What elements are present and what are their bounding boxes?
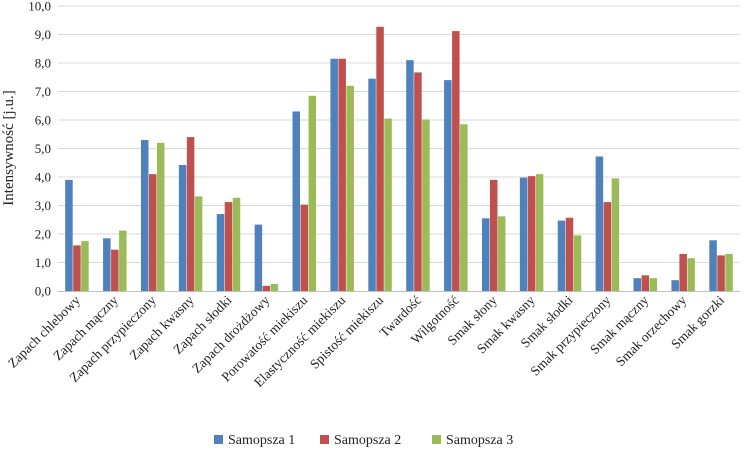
bar (444, 80, 452, 291)
legend-label: Samopsza 2 (334, 433, 401, 448)
bar (497, 216, 506, 291)
bar (406, 60, 414, 292)
legend-label: Samopsza 3 (446, 433, 513, 448)
bars (65, 26, 733, 292)
bar (384, 118, 392, 291)
bar (527, 176, 536, 291)
bar (368, 78, 376, 292)
y-tick-label: 0,0 (35, 284, 51, 299)
bar (103, 238, 111, 291)
bar (292, 111, 301, 291)
bar (649, 278, 658, 291)
bar (330, 58, 338, 291)
y-tick-labels: 0,0 1,0 2,0 3,0 4,0 5,0 6,0 7,0 8,0 9,0 10,0 (28, 0, 51, 299)
bar (489, 179, 498, 291)
bar (216, 214, 225, 291)
bar (603, 202, 612, 291)
y-tick-label: 3,0 (35, 198, 51, 213)
bar (679, 253, 687, 291)
y-tick-label: 2,0 (35, 227, 51, 242)
bar (717, 255, 725, 292)
bar (422, 119, 430, 292)
bar (338, 58, 346, 291)
bar (452, 31, 460, 292)
bar (140, 139, 149, 291)
bar (519, 177, 528, 291)
bar (557, 220, 566, 291)
bar (414, 72, 422, 291)
y-tick-label: 6,0 (35, 113, 51, 128)
bar (687, 258, 695, 291)
legend: Samopsza 1 Samopsza 2 Samopsza 3 (214, 433, 513, 448)
bar (709, 240, 717, 291)
legend-label: Samopsza 1 (228, 433, 295, 448)
bar (460, 124, 468, 291)
y-tick-label: 9,0 (35, 27, 51, 42)
legend-swatch (214, 435, 223, 444)
bar (262, 285, 271, 291)
bar (232, 197, 241, 291)
bar (633, 278, 642, 291)
y-tick-label: 10,0 (28, 0, 51, 14)
legend-swatch (320, 435, 329, 444)
bar (573, 235, 582, 291)
bar (595, 156, 604, 291)
bar (376, 26, 384, 292)
bar (178, 165, 187, 291)
bar (671, 280, 679, 291)
y-tick-label: 5,0 (35, 141, 51, 156)
y-axis-label: Intensywność [j.u.] (1, 90, 17, 205)
bar (194, 196, 203, 291)
bar (300, 204, 309, 291)
bar (641, 275, 650, 291)
bar (535, 174, 544, 291)
legend-swatch (432, 435, 441, 444)
bar (346, 85, 354, 291)
bar (611, 178, 620, 291)
y-tick-label: 1,0 (35, 255, 51, 270)
bar (224, 202, 233, 291)
bar (186, 137, 195, 291)
bar (308, 95, 317, 291)
bar (725, 253, 733, 291)
bar (65, 179, 73, 291)
bar (156, 142, 165, 291)
y-tick-label: 8,0 (35, 56, 51, 71)
bar (111, 249, 119, 291)
bar (119, 230, 127, 291)
bar (73, 245, 81, 291)
bar (148, 174, 157, 291)
bar (481, 218, 490, 291)
bar (254, 224, 263, 291)
bar (565, 217, 574, 291)
y-tick-label: 7,0 (35, 84, 51, 99)
bar (81, 241, 89, 292)
y-tick-label: 4,0 (35, 170, 51, 185)
gridlines (58, 5, 740, 263)
bar (270, 283, 279, 292)
